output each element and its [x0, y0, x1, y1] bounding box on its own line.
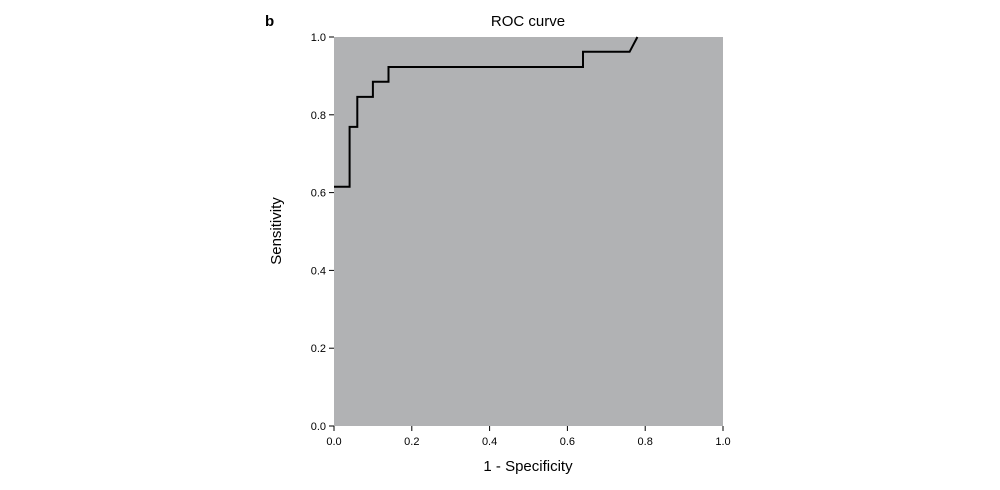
- y-tick-label: 0.2: [311, 343, 326, 355]
- x-tick-label: 0.8: [638, 436, 653, 448]
- panel-label: b: [265, 13, 274, 30]
- y-tick-label: 1.0: [311, 32, 326, 44]
- x-tick-label: 0.6: [560, 436, 575, 448]
- roc-curve-line: [334, 36, 639, 188]
- x-axis: 0.0 0.2 0.4 0.6 0.8 1.0: [326, 426, 731, 448]
- x-tick-label: 0.4: [482, 436, 497, 448]
- x-axis-label: 1 - Specificity: [483, 458, 573, 475]
- y-tick-label: 0.6: [311, 188, 326, 200]
- y-tick-label: 0.4: [311, 265, 326, 277]
- y-tick-label: 0.0: [311, 421, 326, 433]
- y-axis: 0.0 0.2 0.4 0.6 0.8 1.0: [311, 32, 334, 433]
- chart-title: ROC curve: [491, 13, 565, 30]
- x-tick-label: 0.0: [326, 436, 341, 448]
- y-axis-label: Sensitivity: [268, 197, 285, 265]
- x-tick-label: 0.2: [404, 436, 419, 448]
- plot-area: [334, 37, 723, 426]
- x-tick-label: 1.0: [715, 436, 730, 448]
- y-tick-label: 0.8: [311, 110, 326, 122]
